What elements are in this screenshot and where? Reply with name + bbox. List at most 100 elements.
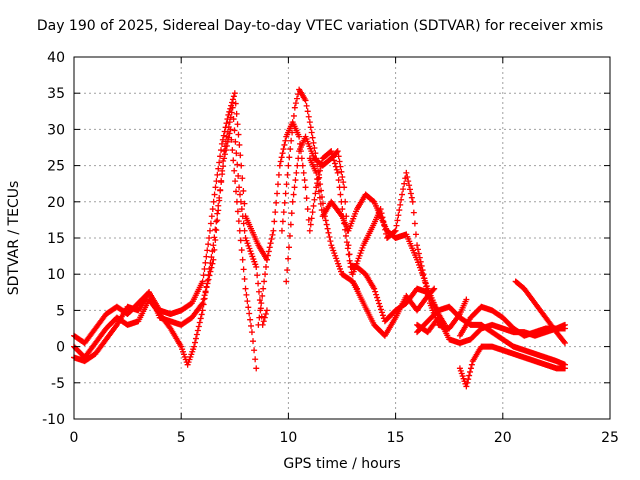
data-point: [223, 133, 230, 140]
data-point: [296, 133, 303, 140]
data-point: [410, 209, 417, 216]
data-point: [430, 286, 437, 293]
data-point: [209, 260, 216, 267]
data-point: [211, 246, 218, 253]
data-point: [374, 294, 381, 301]
data-point: [222, 138, 229, 145]
data-point: [197, 315, 204, 322]
data-point: [287, 146, 294, 153]
data-point: [291, 104, 298, 111]
x-tick-label: 0: [70, 430, 79, 446]
data-point: [283, 278, 290, 285]
data-point: [412, 231, 419, 238]
data-point: [230, 93, 237, 100]
data-point: [198, 311, 205, 318]
data-point: [425, 296, 432, 303]
data-point: [396, 207, 403, 214]
data-point: [271, 218, 278, 225]
data-point: [288, 210, 295, 217]
series-pass8: [349, 169, 470, 332]
data-point: [292, 100, 299, 107]
data-point: [240, 220, 247, 227]
data-point: [234, 208, 241, 215]
data-point: [195, 323, 202, 330]
data-point: [306, 227, 313, 234]
data-point: [236, 184, 243, 191]
data-point: [206, 227, 213, 234]
data-point: [222, 143, 229, 150]
data-point: [261, 278, 268, 285]
data-point: [255, 288, 262, 295]
data-point: [404, 173, 411, 180]
data-point: [241, 276, 248, 283]
data-point: [240, 187, 247, 194]
data-point: [238, 247, 245, 254]
data-point: [243, 291, 250, 298]
data-point: [202, 259, 209, 266]
y-tick-label: 25: [47, 159, 65, 175]
x-axis-label: GPS time / hours: [283, 456, 401, 472]
data-point: [382, 226, 389, 233]
data-point: [256, 314, 263, 321]
data-point: [289, 129, 296, 136]
data-point: [253, 365, 260, 372]
data-point: [234, 161, 241, 168]
data-point: [251, 347, 258, 354]
data-point: [378, 210, 385, 217]
data-point: [463, 383, 470, 390]
data-point: [233, 150, 240, 157]
data-point: [414, 246, 421, 253]
series-pass7: [306, 155, 448, 328]
y-tick-label: 15: [47, 231, 65, 247]
y-tick-label: 40: [47, 50, 65, 66]
data-point: [312, 190, 319, 197]
data-point: [406, 186, 413, 193]
data-point: [340, 179, 347, 186]
data-point: [265, 248, 272, 255]
data-point: [286, 154, 293, 161]
data-point: [400, 186, 407, 193]
series-pass6: [283, 133, 361, 292]
data-point: [213, 227, 220, 234]
data-point: [237, 191, 244, 198]
data-point: [203, 253, 210, 260]
data-point: [302, 97, 309, 104]
data-point: [282, 137, 289, 144]
data-point: [235, 172, 242, 179]
data-point: [315, 182, 322, 189]
data-point: [293, 95, 300, 102]
data-point: [248, 322, 255, 329]
data-point: [561, 339, 568, 346]
data-point: [416, 254, 423, 261]
data-point: [419, 267, 426, 274]
x-tick-label: 20: [494, 430, 512, 446]
data-point: [210, 256, 217, 263]
data-point: [212, 184, 219, 191]
grid: [74, 57, 610, 419]
data-point: [381, 222, 388, 229]
data-point: [212, 236, 219, 243]
data-point: [279, 218, 286, 225]
data-point: [199, 307, 206, 314]
data-point: [200, 296, 207, 303]
data-point: [225, 123, 232, 130]
x-tick-label: 15: [387, 430, 405, 446]
y-tick-label: 5: [56, 303, 65, 319]
data-point: [215, 165, 222, 172]
data-point: [292, 177, 299, 184]
data-point: [310, 139, 317, 146]
data-point: [284, 171, 291, 178]
data-point: [334, 169, 341, 176]
data-point: [423, 283, 430, 290]
data-point: [217, 153, 224, 160]
data-point: [208, 213, 215, 220]
axis-ticks: 0 5 10 15 20 25 -10 -5 0 5 10 15 20 25 30 35 40: [42, 50, 619, 446]
data-point: [210, 198, 217, 205]
data-point: [232, 178, 239, 185]
series-pass3: [71, 104, 270, 365]
data-point: [405, 178, 412, 185]
data-point: [308, 215, 315, 222]
series-pass12: [512, 278, 568, 346]
data-point: [314, 176, 321, 183]
data-point: [214, 217, 221, 224]
